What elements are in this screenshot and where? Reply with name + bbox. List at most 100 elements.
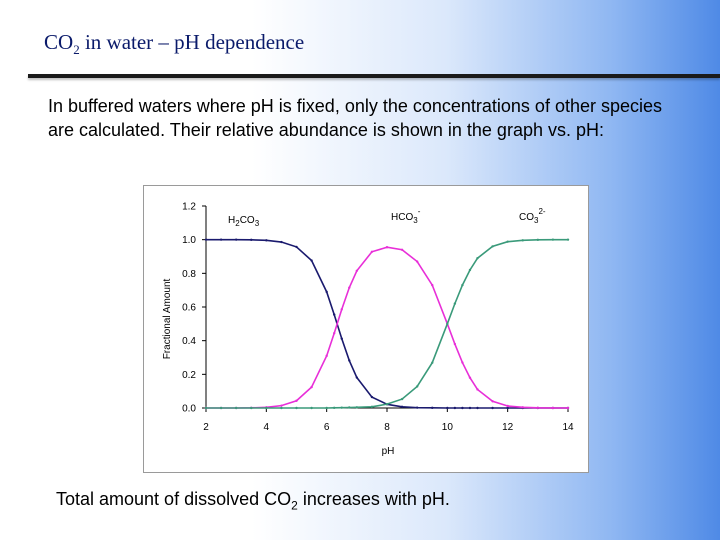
data-point: [453, 406, 457, 410]
data-point: [325, 290, 328, 294]
data-point: [325, 354, 328, 358]
data-point: [536, 406, 540, 410]
data-point: [265, 406, 268, 410]
data-point: [431, 283, 434, 287]
data-point: [385, 246, 389, 249]
data-point: [566, 406, 570, 410]
data-point: [295, 399, 298, 402]
data-point: [476, 388, 479, 391]
x-tick-label: 8: [384, 422, 390, 433]
slide-title: CO2 in water – pH dependence: [44, 30, 304, 58]
data-point: [204, 238, 208, 241]
data-point: [234, 238, 238, 241]
data-point: [536, 238, 540, 242]
y-axis-label: Fractional Amount: [162, 278, 173, 359]
footer-statement: Total amount of dissolved CO2 increases …: [56, 489, 450, 513]
data-point: [355, 376, 359, 379]
data-point: [340, 308, 343, 311]
y-tick-label: 0.2: [182, 370, 196, 381]
x-axis-label: pH: [382, 446, 395, 457]
y-tick-label: 0.8: [182, 269, 196, 280]
data-point: [415, 260, 419, 263]
data-point: [310, 406, 313, 410]
data-point: [453, 302, 457, 305]
data-point: [468, 406, 472, 410]
y-tick-label: 1.2: [182, 202, 196, 213]
data-point: [348, 406, 351, 409]
data-point: [370, 250, 374, 253]
data-point: [310, 259, 313, 262]
data-point: [461, 283, 464, 287]
data-point: [310, 385, 313, 389]
chart-container: 0.0 0.2 0.4 0.6 0.8 1.0 1.2 2 4 6 8 10 12 14 pH Fractio…: [143, 185, 589, 473]
data-point: [219, 238, 223, 241]
data-point: [468, 268, 472, 272]
x-tick-label: 10: [442, 422, 454, 433]
y-tick-label: 1.0: [182, 235, 196, 246]
data-point: [280, 240, 283, 244]
data-point: [521, 239, 524, 242]
species-label-3: CO32-: [519, 207, 546, 225]
data-point: [348, 359, 351, 362]
data-point: [491, 406, 494, 410]
data-point: [400, 397, 404, 401]
species-label-2: HCO3-: [391, 207, 421, 225]
data-point: [551, 406, 555, 410]
y-tick-label: 0.0: [182, 404, 196, 415]
data-point: [234, 406, 238, 410]
data-point: [219, 406, 223, 410]
data-point: [370, 395, 374, 399]
speciation-chart: 0.0 0.2 0.4 0.6 0.8 1.0 1.2 2 4 6 8 10 12 14 pH Fractio…: [162, 202, 574, 458]
series-line-2: [206, 246, 568, 409]
series-line-3: [206, 238, 568, 409]
data-point: [446, 406, 449, 410]
footer-rest: increases with pH.: [297, 489, 450, 509]
title-main: CO: [44, 30, 74, 54]
data-point: [521, 406, 524, 409]
data-point: [333, 332, 336, 335]
x-tick-label: 6: [324, 422, 330, 433]
data-point: [415, 385, 419, 388]
x-tick-label: 12: [502, 422, 514, 433]
data-point: [506, 240, 509, 243]
data-point: [280, 404, 283, 407]
data-point: [250, 406, 253, 410]
data-point: [400, 248, 404, 251]
data-point: [506, 406, 509, 410]
title-rest: in water – pH dependence: [79, 30, 305, 54]
series-line-1: [206, 238, 568, 409]
data-point: [333, 313, 336, 316]
data-point: [355, 269, 359, 273]
x-tick-label: 2: [203, 422, 209, 433]
data-point: [551, 238, 555, 241]
footer-main: Total amount of dissolved CO: [56, 489, 292, 509]
data-point: [506, 404, 509, 408]
x-tick-label: 4: [264, 422, 270, 433]
data-point: [370, 405, 374, 409]
data-point: [461, 406, 464, 410]
data-point: [400, 405, 404, 409]
data-point: [348, 286, 351, 289]
data-point: [204, 406, 208, 410]
data-point: [415, 406, 419, 409]
x-tick-label: 14: [562, 422, 574, 433]
data-point: [340, 406, 343, 409]
data-point: [476, 256, 479, 260]
data-point: [295, 245, 298, 249]
data-point: [566, 238, 570, 241]
species-label-1: H2CO3: [228, 215, 260, 228]
data-point: [280, 406, 283, 410]
data-point: [295, 406, 298, 410]
data-point: [468, 376, 472, 379]
title-subscript: 2: [73, 42, 80, 58]
data-point: [431, 361, 434, 364]
data-point: [446, 322, 449, 326]
data-point: [333, 406, 336, 410]
data-point: [431, 406, 434, 410]
data-point: [325, 406, 328, 410]
data-point: [476, 406, 479, 410]
data-point: [491, 400, 494, 403]
footer-subscript: 2: [291, 498, 298, 513]
data-point: [355, 406, 359, 409]
data-point: [250, 238, 253, 242]
